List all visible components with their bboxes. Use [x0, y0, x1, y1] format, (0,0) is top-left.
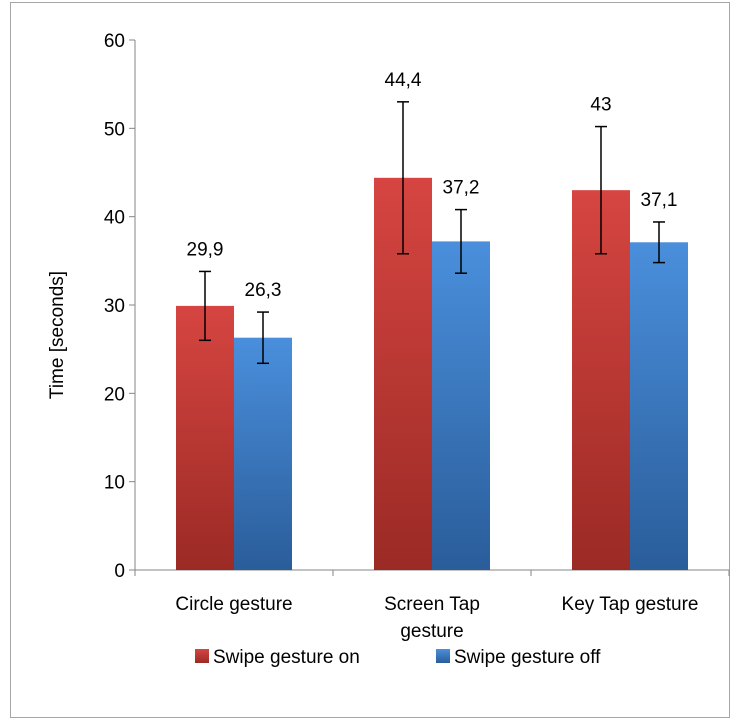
y-tick-label: 20	[104, 384, 125, 405]
x-category-label: Circle gesture	[175, 594, 292, 615]
data-label: 29,9	[187, 239, 224, 260]
data-labels: 29,9 44,4 43 26,3 37,2 37,1	[187, 70, 678, 301]
bar-chart: 0 10 20 30 40 50 60 Circle gesture Screen Tap ges…	[47, 31, 730, 668]
data-label: 26,3	[245, 280, 282, 301]
bar-off	[234, 337, 292, 570]
legend: Swipe gesture on Swipe gesture off	[195, 647, 601, 668]
bar-off	[630, 242, 688, 571]
data-label: 37,1	[641, 190, 678, 211]
y-tick-label: 60	[104, 31, 125, 52]
x-category-label-line: Screen Tap	[384, 594, 480, 615]
x-category-label-line: Circle gesture	[175, 594, 292, 615]
y-tick-label: 0	[114, 561, 125, 582]
chart-frame: 0 10 20 30 40 50 60 Circle gesture Screen Tap ges…	[10, 2, 730, 718]
legend-label: Swipe gesture on	[213, 647, 360, 668]
x-category-label: Screen Tap gesture	[384, 594, 480, 642]
data-label: 44,4	[385, 70, 422, 91]
x-category-label-line: Key Tap gesture	[562, 594, 699, 615]
data-label: 43	[590, 95, 611, 116]
bar-off	[432, 241, 490, 570]
bars	[176, 177, 688, 571]
legend-swatch	[436, 649, 450, 663]
data-label: 37,2	[443, 178, 480, 199]
error-bars	[199, 101, 665, 365]
bar-on	[176, 305, 234, 570]
x-category-label: Key Tap gesture	[562, 594, 699, 615]
y-axis-title: Time [seconds]	[47, 271, 68, 399]
y-tick-label: 10	[104, 473, 125, 494]
y-tick-label: 30	[104, 296, 125, 317]
y-tick-label: 40	[104, 208, 125, 229]
y-tick-label: 50	[104, 119, 125, 140]
x-category-label-line: gesture	[400, 621, 463, 642]
legend-label: Swipe gesture off	[454, 647, 601, 668]
legend-swatch	[195, 649, 209, 663]
axes: 0 10 20 30 40 50 60 Circle gesture Screen Tap ges…	[104, 31, 730, 642]
